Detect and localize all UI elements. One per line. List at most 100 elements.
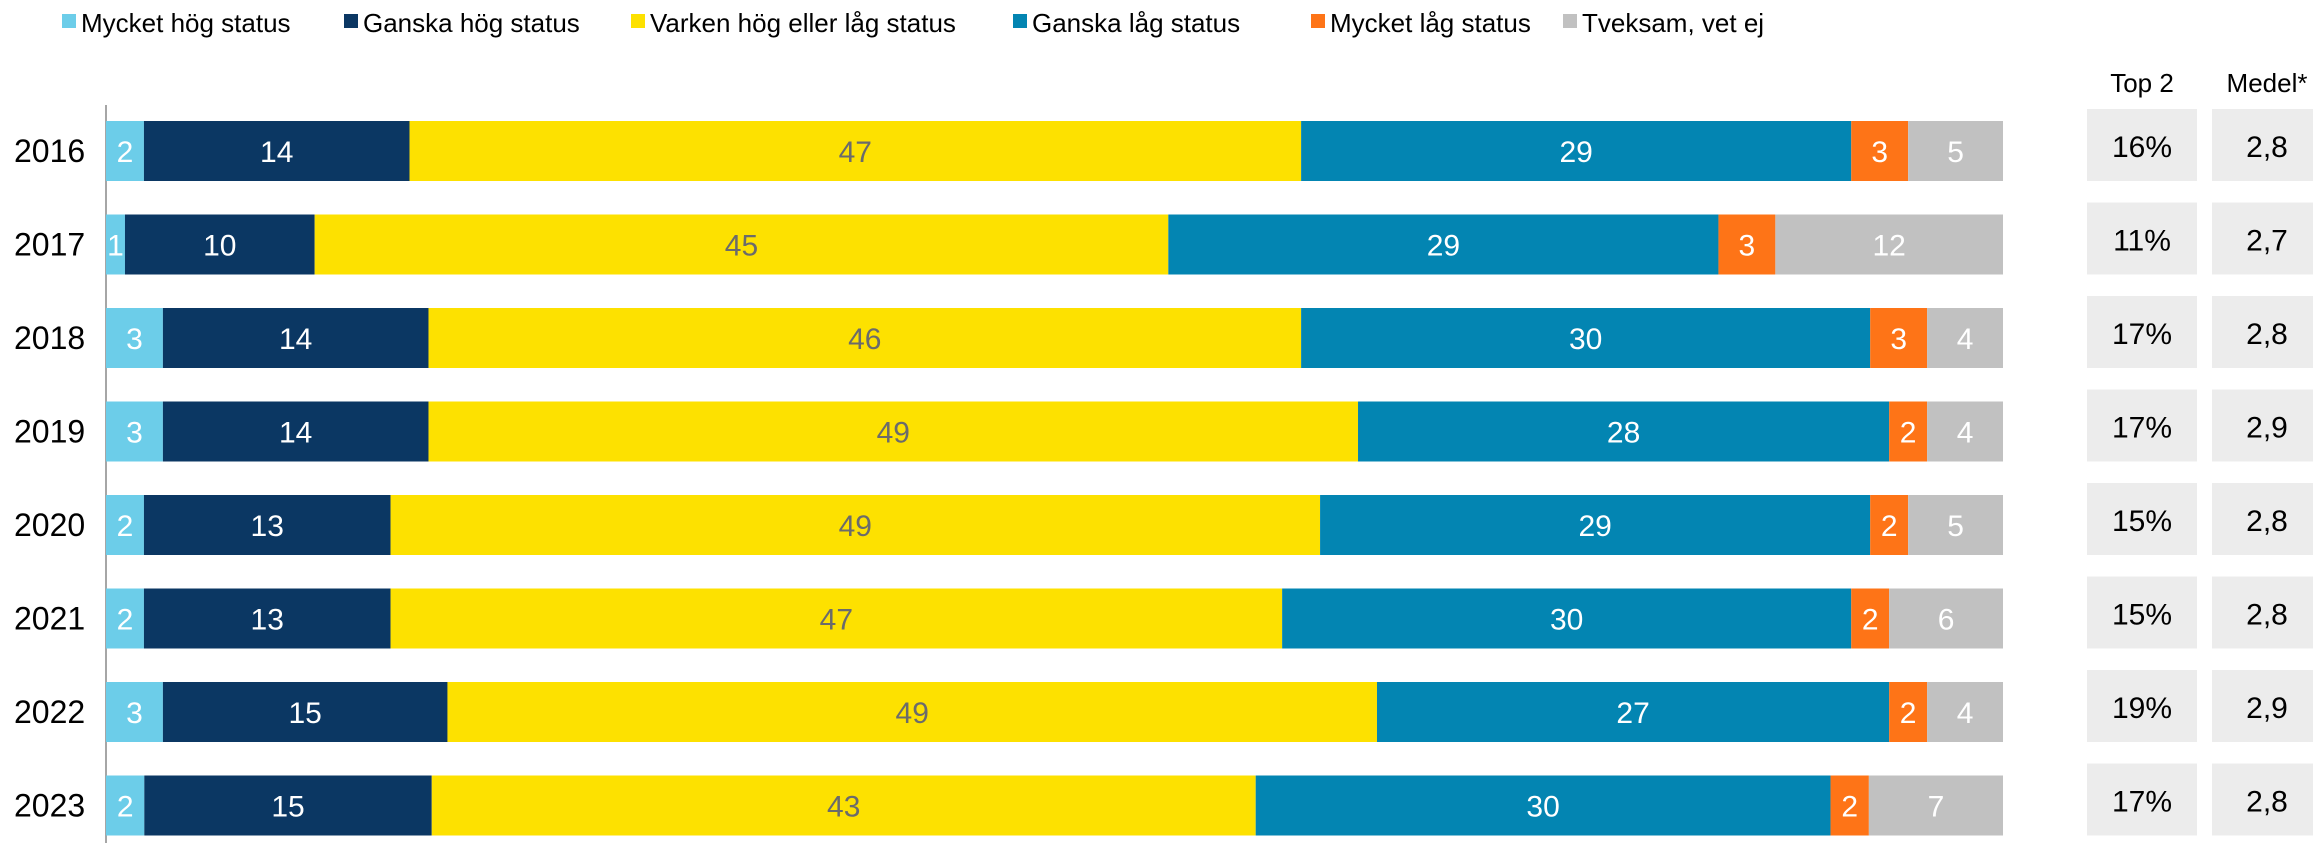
data-label-2020-6: 5 (1947, 510, 1964, 543)
bar-segment-2020-5 (1870, 495, 1909, 555)
side-value-box-2-2022 (2212, 670, 2313, 742)
bar-segment-2018-3 (428, 308, 1302, 368)
bar-segment-2023-6 (1868, 775, 2003, 836)
data-label-2018-6: 4 (1957, 323, 1974, 356)
bar-segment-2018-4 (1301, 308, 1871, 368)
data-label-2023-2: 15 (271, 791, 304, 824)
legend-label-5: Mycket låg status (1330, 8, 1531, 38)
legend-label-2: Ganska hög status (363, 8, 580, 38)
bar-segment-2017-2 (124, 214, 315, 275)
bar-segment-2017-1 (106, 214, 125, 275)
data-label-2021-4: 30 (1550, 604, 1583, 637)
legend-swatch-5 (1311, 14, 1325, 28)
bar-segment-2023-4 (1255, 775, 1831, 836)
bar-segment-2019-3 (428, 401, 1359, 462)
bar-segment-2022-3 (447, 682, 1377, 742)
data-label-2021-3: 47 (820, 604, 853, 637)
bar-segment-2023-1 (106, 775, 145, 836)
data-label-2022-5: 2 (1900, 697, 1917, 730)
bar-segment-2022-6 (1927, 682, 2003, 742)
data-label-2020-4: 29 (1578, 510, 1611, 543)
legend-swatch-1 (62, 14, 76, 28)
category-label-2021: 2021 (14, 601, 85, 637)
data-label-2018-3: 46 (848, 323, 881, 356)
side-value-box-1-2021 (2087, 576, 2197, 649)
data-label-2020-2: 13 (251, 510, 284, 543)
side-value-1-2019: 17% (2112, 412, 2172, 445)
data-label-2017-5: 3 (1739, 230, 1756, 263)
bar-segment-2016-2 (143, 121, 410, 181)
bar-segment-2016-1 (106, 121, 144, 181)
data-label-2018-1: 3 (126, 323, 143, 356)
side-column-header-2: Medel* (2227, 68, 2308, 98)
data-label-2019-5: 2 (1900, 417, 1917, 450)
legend-label-1: Mycket hög status (81, 8, 291, 38)
side-value-box-2-2021 (2212, 576, 2313, 649)
bar-segment-2021-1 (106, 588, 144, 649)
side-value-2-2018: 2,8 (2246, 318, 2288, 351)
data-label-2017-3: 45 (725, 230, 758, 263)
data-label-2016-5: 3 (1871, 136, 1888, 169)
data-label-2016-3: 47 (839, 136, 872, 169)
side-value-box-1-2019 (2087, 389, 2197, 462)
data-label-2023-6: 7 (1928, 791, 1945, 824)
category-label-2018: 2018 (14, 320, 85, 356)
bar-segment-2021-5 (1851, 588, 1890, 649)
bar-segment-2018-1 (106, 308, 163, 368)
side-value-1-2020: 15% (2112, 505, 2172, 538)
data-label-2016-6: 5 (1947, 136, 1964, 169)
bar-segment-2019-6 (1927, 401, 2003, 462)
side-value-box-2-2020 (2212, 483, 2313, 555)
legend-label-6: Tveksam, vet ej (1582, 8, 1764, 38)
bar-segment-2021-4 (1282, 588, 1852, 649)
data-label-2021-6: 6 (1938, 604, 1955, 637)
bar-segment-2022-4 (1376, 682, 1890, 742)
legend-swatch-2 (344, 14, 358, 28)
data-label-2022-3: 49 (896, 697, 929, 730)
data-label-2018-4: 30 (1569, 323, 1602, 356)
bar-segment-2017-4 (1168, 214, 1719, 275)
bar-segment-2018-5 (1870, 308, 1928, 368)
legend-label-3: Varken hög eller låg status (650, 8, 956, 38)
side-value-box-1-2017 (2087, 202, 2197, 275)
bar-segment-2019-1 (106, 401, 163, 462)
data-label-2023-3: 43 (827, 791, 860, 824)
legend-swatch-3 (631, 14, 645, 28)
bar-segment-2016-6 (1908, 121, 2003, 181)
bar-segment-2020-1 (106, 495, 144, 555)
bar-segment-2021-2 (143, 588, 391, 649)
bar-segment-2020-6 (1908, 495, 2003, 555)
side-value-2-2017: 2,7 (2246, 225, 2288, 258)
category-label-2022: 2022 (14, 694, 85, 730)
bar-segment-2022-1 (106, 682, 163, 742)
side-value-1-2018: 17% (2112, 318, 2172, 351)
bar-segment-2017-5 (1718, 214, 1776, 275)
data-label-2021-1: 2 (117, 604, 134, 637)
category-label-2017: 2017 (14, 227, 85, 263)
bar-segment-2017-6 (1775, 214, 2003, 275)
side-value-box-1-2020 (2087, 483, 2197, 555)
data-label-2019-1: 3 (126, 417, 143, 450)
data-label-2017-1: 1 (107, 230, 124, 263)
bar-segment-2023-3 (431, 775, 1256, 836)
category-label-2019: 2019 (14, 414, 85, 450)
side-value-1-2016: 16% (2112, 131, 2172, 164)
data-label-2020-5: 2 (1881, 510, 1898, 543)
side-value-2-2016: 2,8 (2246, 131, 2288, 164)
side-value-2-2021: 2,8 (2246, 599, 2288, 632)
side-value-box-2-2016 (2212, 109, 2313, 181)
data-label-2019-3: 49 (877, 417, 910, 450)
data-label-2016-1: 2 (117, 136, 134, 169)
data-label-2019-4: 28 (1607, 417, 1640, 450)
data-label-2019-2: 14 (279, 417, 312, 450)
data-label-2022-6: 4 (1957, 697, 1974, 730)
bar-segment-2021-3 (390, 588, 1283, 649)
side-value-1-2017: 11% (2113, 225, 2171, 258)
side-value-1-2023: 17% (2112, 786, 2172, 819)
category-label-2016: 2016 (14, 133, 85, 169)
bar-segment-2019-2 (162, 401, 429, 462)
bar-segment-2020-2 (143, 495, 391, 555)
data-label-2022-1: 3 (126, 697, 143, 730)
bar-segment-2023-2 (144, 775, 432, 836)
data-label-2020-3: 49 (839, 510, 872, 543)
